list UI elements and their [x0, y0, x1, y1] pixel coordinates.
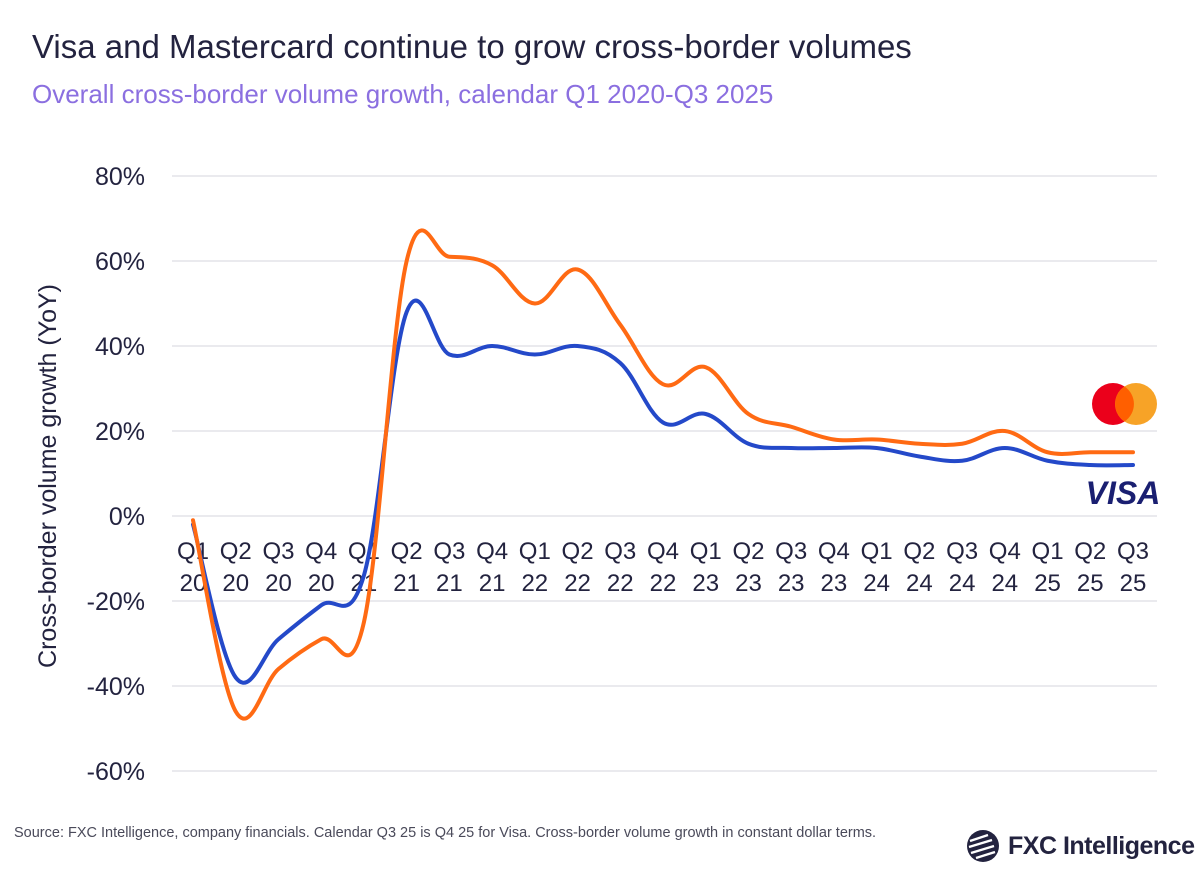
x-tick-label-quarter: Q4: [989, 538, 1021, 565]
x-tick-label-quarter: Q1: [519, 538, 551, 565]
x-tick-label-quarter: Q2: [220, 538, 252, 565]
x-tick-label-quarter: Q4: [647, 538, 679, 565]
x-tick-label-year: 22: [521, 570, 548, 597]
x-tick-label-year: 20: [222, 570, 249, 597]
x-tick-label-quarter: Q3: [946, 538, 978, 565]
y-tick-label: -60%: [87, 758, 145, 786]
x-tick-label-year: 22: [607, 570, 634, 597]
x-tick-label-quarter: Q1: [861, 538, 893, 565]
fxc-globe-icon: [967, 830, 999, 862]
x-tick-label-quarter: Q1: [690, 538, 722, 565]
y-tick-label: 0%: [109, 503, 145, 531]
x-tick-label-year: 25: [1120, 570, 1147, 597]
x-tick-label-quarter: Q2: [562, 538, 594, 565]
chart-title: Visa and Mastercard continue to grow cro…: [32, 28, 912, 65]
x-tick-label-quarter: Q3: [262, 538, 294, 565]
x-tick-label-year: 25: [1077, 570, 1104, 597]
series-visa: [191, 298, 1135, 685]
x-tick-label-quarter: Q2: [732, 538, 764, 565]
line-visa: [191, 298, 1135, 685]
x-tick-label-year: 24: [949, 570, 976, 597]
x-tick-label-year: 20: [308, 570, 335, 597]
mastercard-logo: [1092, 383, 1157, 425]
y-tick-label: 80%: [95, 163, 145, 191]
y-tick-label: -40%: [87, 673, 145, 701]
x-tick-label-year: 24: [863, 570, 890, 597]
x-tick-label-year: 23: [692, 570, 719, 597]
y-tick-label: 60%: [95, 248, 145, 276]
source-note: Source: FXC Intelligence, company financ…: [14, 825, 877, 841]
chart-subtitle: Overall cross-border volume growth, cale…: [32, 79, 774, 109]
y-tick-label: 40%: [95, 333, 145, 361]
x-tick-label-year: 20: [265, 570, 292, 597]
x-tick-label-year: 22: [564, 570, 591, 597]
x-tick-label-year: 25: [1034, 570, 1061, 597]
x-tick-label-year: 21: [479, 570, 506, 597]
x-tick-label-quarter: Q1: [1032, 538, 1064, 565]
series-mastercard: [191, 228, 1135, 721]
x-tick-label-year: 23: [778, 570, 805, 597]
x-tick-label-quarter: Q3: [775, 538, 807, 565]
x-tick-label-quarter: Q3: [1117, 538, 1149, 565]
x-tick-label-quarter: Q2: [391, 538, 423, 565]
visa-logo: VISA: [1086, 475, 1161, 511]
line-chart: 80% 60% 40% 20% 0% -20% -40% -60% Q1 20 Q2 20 Q3 20 Q…: [34, 163, 1161, 786]
x-tick-label-quarter: Q3: [604, 538, 636, 565]
y-tick-label: -20%: [87, 588, 145, 616]
line-mastercard: [191, 228, 1135, 721]
x-tick-label-year: 21: [393, 570, 420, 597]
y-tick-label: 20%: [95, 418, 145, 446]
x-tick-label-quarter: Q4: [305, 538, 337, 565]
y-axis-label: Cross-border volume growth (YoY): [34, 284, 62, 668]
x-tick-label-year: 23: [735, 570, 762, 597]
x-tick-label-quarter: Q2: [1074, 538, 1106, 565]
fxc-logo: FXC Intelligence: [966, 829, 1195, 863]
x-tick-label-year: 23: [821, 570, 848, 597]
x-tick-label-quarter: Q4: [818, 538, 850, 565]
x-tick-label-quarter: Q2: [903, 538, 935, 565]
fxc-logo-text: FXC Intelligence: [1008, 831, 1195, 860]
x-tick-label-year: 22: [650, 570, 677, 597]
x-tick-label-quarter: Q4: [476, 538, 508, 565]
x-tick-label-year: 21: [436, 570, 463, 597]
x-tick-label-quarter: Q1: [177, 538, 209, 565]
x-tick-label-quarter: Q3: [433, 538, 465, 565]
x-tick-label-year: 24: [906, 570, 933, 597]
x-tick-label-year: 24: [991, 570, 1018, 597]
